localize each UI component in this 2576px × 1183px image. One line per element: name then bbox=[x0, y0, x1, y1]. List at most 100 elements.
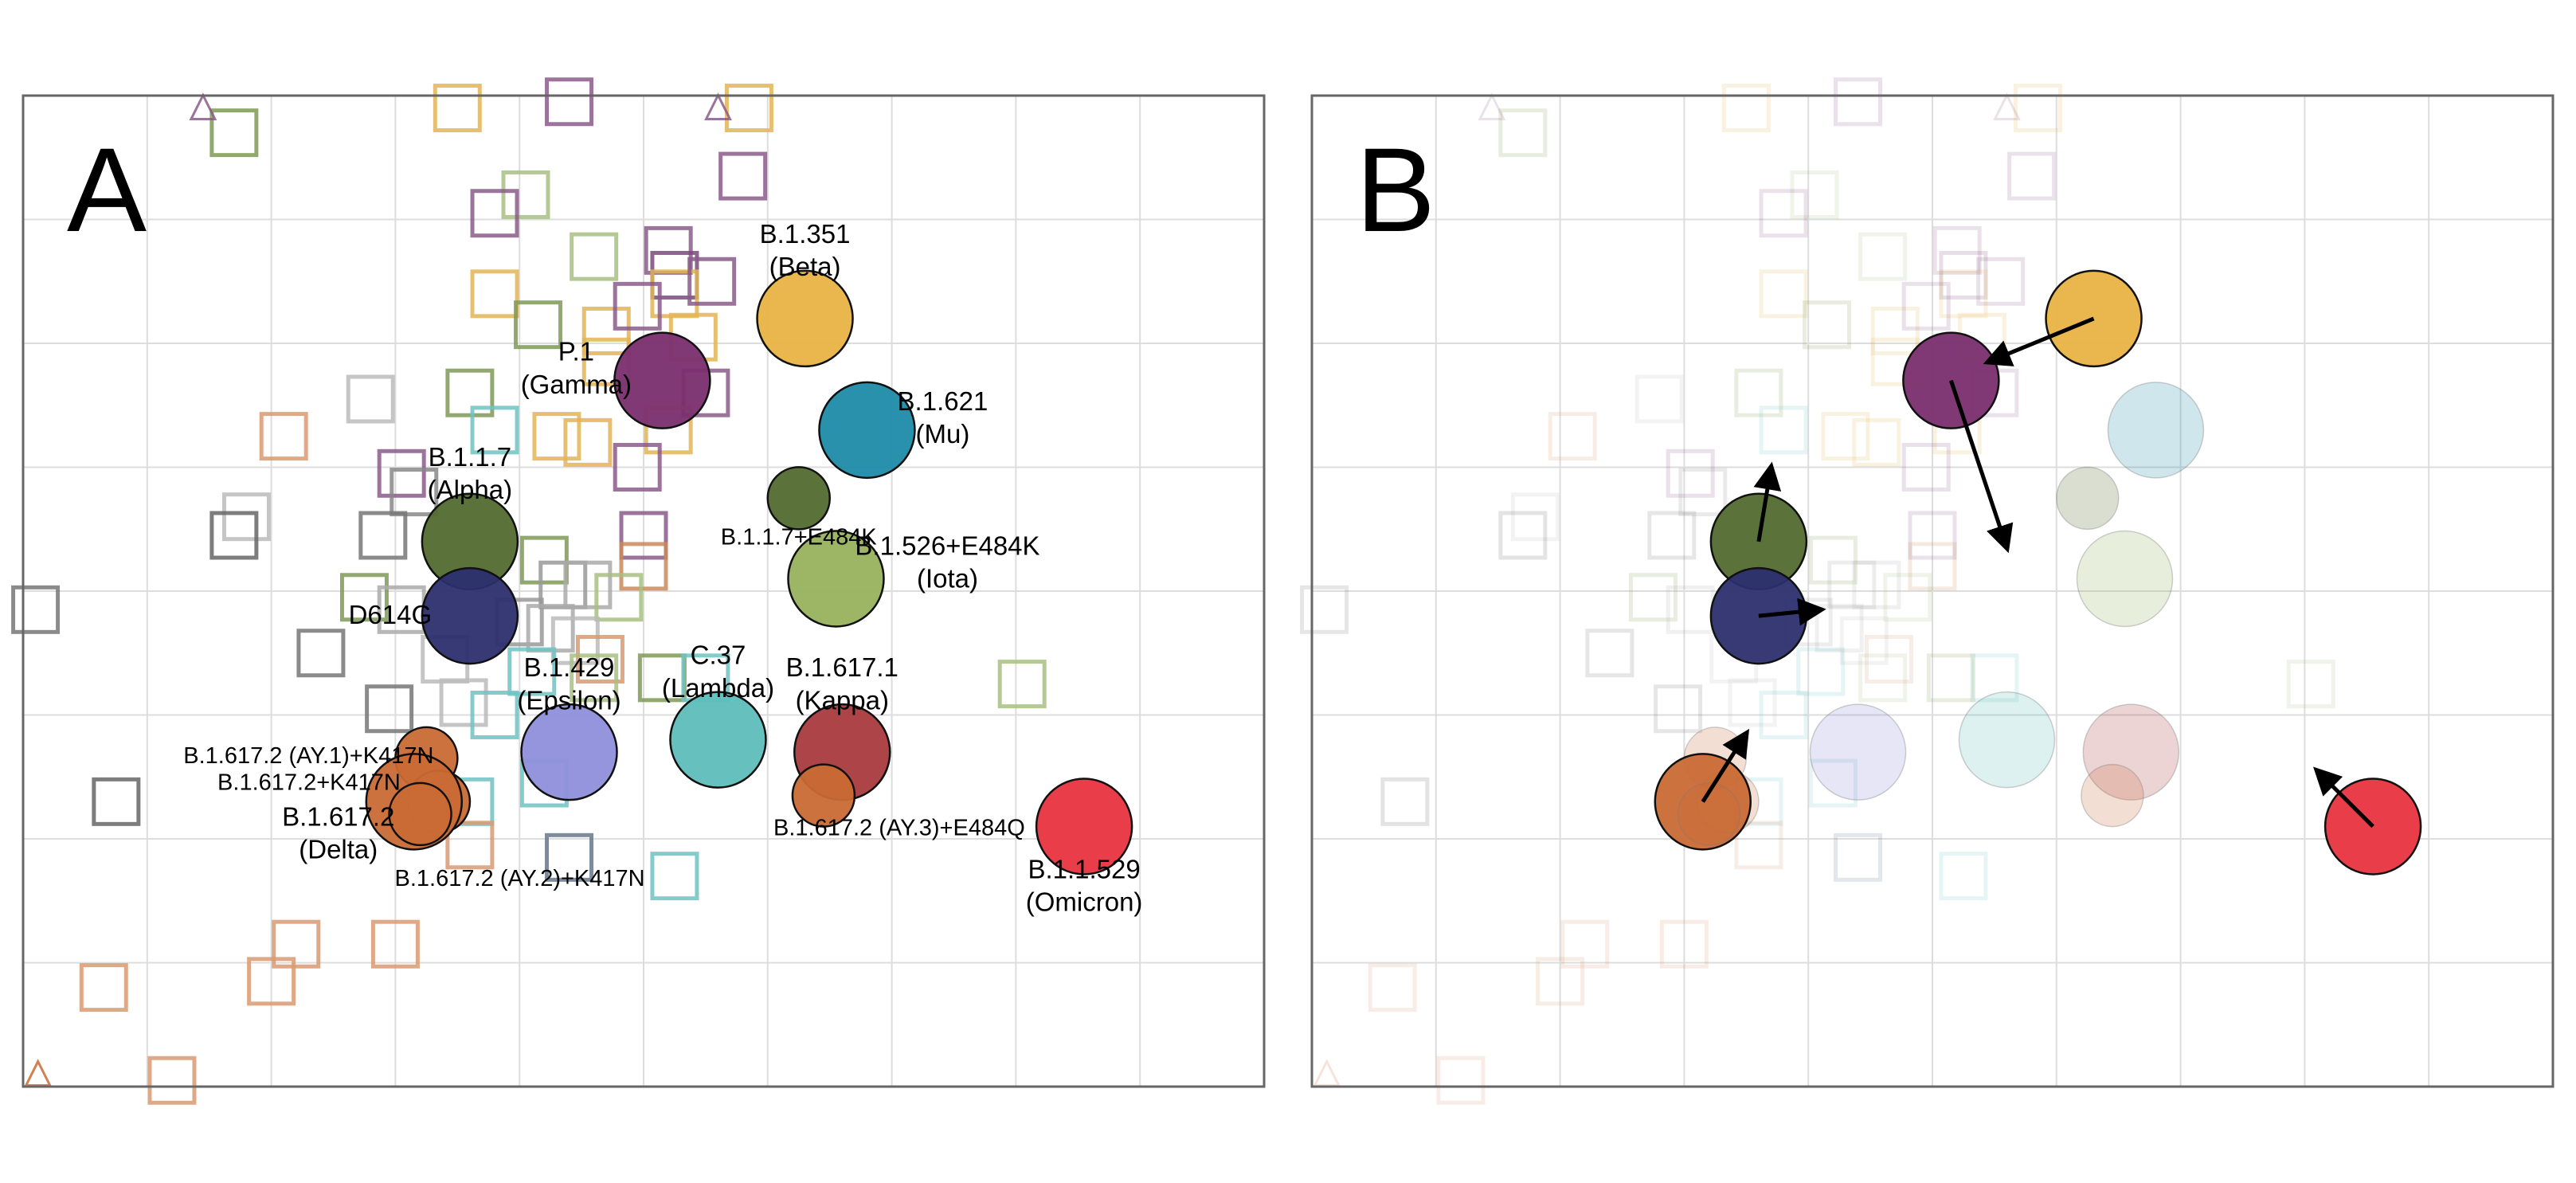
panel-b-serum-point bbox=[1796, 647, 1846, 696]
panel-a-serum-point bbox=[209, 511, 259, 560]
panel-a-antigen-label-delta: B.1.617.2 (Delta) bbox=[282, 801, 394, 864]
panel-b-movement-arrow bbox=[1753, 461, 1782, 543]
panel-b-serum-point bbox=[1380, 777, 1430, 826]
antigen-label-line: (Omicron) bbox=[1026, 887, 1143, 917]
panel-a-antigen-label-omicron: B.1.1.529 (Omicron) bbox=[1026, 854, 1143, 916]
panel-b-movement-arrow bbox=[1948, 379, 2014, 554]
panel-b-arrow-layer bbox=[1701, 316, 2374, 828]
panel-a-serum-point bbox=[377, 449, 426, 498]
antigen-label-line: B.1.617.2 (AY.2)+K417N bbox=[394, 866, 644, 891]
panel-a-serum-point bbox=[650, 852, 699, 901]
panel-a-serum-point bbox=[545, 832, 594, 882]
panel-b-serum-point bbox=[1728, 678, 1777, 727]
panel-a-serum-point bbox=[997, 660, 1047, 709]
panel-b-sera-layer bbox=[1300, 77, 2335, 1105]
panel-a-serum-point bbox=[92, 777, 141, 826]
panel-a-serum-point bbox=[390, 468, 439, 517]
panel-b-serum-point bbox=[1647, 511, 1697, 560]
antigen-label-line: (Lambda) bbox=[662, 673, 774, 703]
panel-a-serum-point bbox=[532, 412, 581, 461]
antigen-label-line: (Beta) bbox=[769, 252, 841, 281]
panel-a-serum-point bbox=[718, 151, 768, 201]
panel-b-serum-point bbox=[1300, 585, 1349, 634]
panel-b-serum-point bbox=[1721, 84, 1771, 133]
panel-a-serum-point bbox=[272, 919, 321, 969]
panel-b-serum-point bbox=[1926, 653, 1975, 703]
antigen-label-line: D614G bbox=[349, 600, 433, 629]
panel-a-serum-point bbox=[433, 84, 482, 133]
panel-b-serum-point bbox=[1901, 281, 1951, 331]
panel-b-triangle-marker bbox=[1313, 1059, 1341, 1087]
panel-a-serum-point bbox=[570, 232, 619, 281]
panel-b-serum-point bbox=[2007, 151, 2057, 201]
panel-a-antigen-b1526 bbox=[787, 530, 885, 628]
panel-b-serum-point bbox=[1901, 443, 1951, 492]
panel-a-serum-point bbox=[724, 84, 773, 133]
panel-a-antigen-label-ay3: B.1.617.2 (AY.3)+E484Q bbox=[773, 816, 1025, 841]
panel-a-serum-point bbox=[365, 684, 414, 734]
panel-b-serum-point bbox=[1654, 684, 1703, 734]
panel-a-serum-point bbox=[247, 957, 296, 1006]
panel-b-serum-point bbox=[1734, 821, 1783, 870]
panel-b-movement-arrow bbox=[1983, 316, 2095, 366]
panel-a-serum-point bbox=[470, 405, 519, 455]
panel-b-triangle-marker bbox=[1993, 92, 2021, 121]
panel-a-antigen-label-b16172k: B.1.617.2+K417N bbox=[217, 770, 401, 795]
panel-b: B bbox=[1300, 77, 2554, 1105]
panel-b-serum-point bbox=[1659, 919, 1709, 969]
panel-a-serum-point bbox=[545, 77, 594, 127]
antigen-label-line: B.1.1.529 bbox=[1028, 854, 1140, 883]
antigen-label-line: (Delta) bbox=[299, 835, 378, 864]
panel-b-serum-point bbox=[1870, 306, 1920, 355]
panel-a-label-layer: B.1.351 (Beta) P.1 (Gamma) B.1.621 (Mu) B.1.1.… bbox=[183, 219, 1142, 917]
panel-a-serum-point bbox=[358, 511, 408, 560]
panel-b-antigen-b1429 bbox=[1809, 703, 1907, 801]
antigen-label-line: B.1.526+E484K bbox=[855, 531, 1039, 560]
panel-a-frame bbox=[22, 94, 1266, 1088]
panel-b-letter: B bbox=[1356, 123, 1435, 257]
panel-a-serum-point bbox=[259, 412, 308, 461]
panel-a-serum-point bbox=[514, 300, 563, 350]
antigen-label-line: (Mu) bbox=[916, 419, 970, 449]
panel-a-antigen-label-ay2: B.1.617.2 (AY.2)+K417N bbox=[394, 866, 644, 891]
panel-b-serum-point bbox=[1759, 189, 1808, 238]
panel-a-antigen-d614g bbox=[421, 566, 519, 665]
antigen-label-line: P.1 bbox=[558, 337, 594, 366]
panel-b-movement-arrow bbox=[2313, 766, 2374, 828]
panel-a-serum-point bbox=[339, 573, 389, 622]
panel-a-triangle-marker bbox=[189, 92, 217, 121]
panel-a-serum-point bbox=[470, 691, 519, 739]
panel-a-antigen-label-b1429: B.1.429 (Epsilon) bbox=[517, 652, 621, 715]
panel-b-serum-point bbox=[1498, 108, 1548, 158]
panel-a-serum-point bbox=[147, 1056, 197, 1105]
panel-a-serum-point bbox=[613, 443, 662, 492]
panel-b-serum-point bbox=[1759, 405, 1808, 455]
panel-b-serum-point bbox=[1852, 417, 1901, 467]
antigen-label-line: B.1.1.7+E484K bbox=[721, 524, 878, 550]
panel-b-serum-point bbox=[1858, 653, 1908, 703]
antigen-label-line: (Iota) bbox=[917, 564, 978, 593]
panel-a-serum-point bbox=[519, 535, 569, 585]
panel-b-serum-point bbox=[1883, 573, 1932, 622]
panel-a-serum-point bbox=[575, 635, 624, 684]
panel-b-serum-point bbox=[1864, 635, 1913, 684]
panel-a-serum-point bbox=[296, 629, 346, 678]
panel-b-serum-point bbox=[1368, 963, 1417, 1013]
panel-b-serum-point bbox=[1834, 77, 1883, 127]
panel-a-letter: A bbox=[67, 123, 147, 257]
panel-a-antigen-b1621 bbox=[818, 381, 916, 480]
panel-b-serum-point bbox=[1759, 691, 1808, 739]
panel-a-serum-point bbox=[581, 306, 631, 355]
panel-b-antigen-b1621 bbox=[2107, 382, 2205, 479]
antigen-label-line: (Gamma) bbox=[521, 370, 632, 399]
panel-a-antigen-label-p1: P.1 (Gamma) bbox=[521, 337, 632, 399]
panel-b-serum-point bbox=[1510, 492, 1560, 542]
panel-b-serum-point bbox=[1939, 250, 1988, 300]
panel-a-serum-point bbox=[445, 368, 495, 417]
antigen-label-line: B.1.617.2+K417N bbox=[217, 770, 401, 795]
panel-b-serum-point bbox=[1834, 832, 1883, 882]
panel-a-antigen-label-b16171: B.1.617.1 (Kappa) bbox=[786, 652, 898, 715]
panel-b-serum-point bbox=[1932, 225, 1982, 275]
panel-a-antigen-ay2 bbox=[388, 781, 452, 847]
panel-b-serum-point bbox=[1678, 468, 1728, 517]
